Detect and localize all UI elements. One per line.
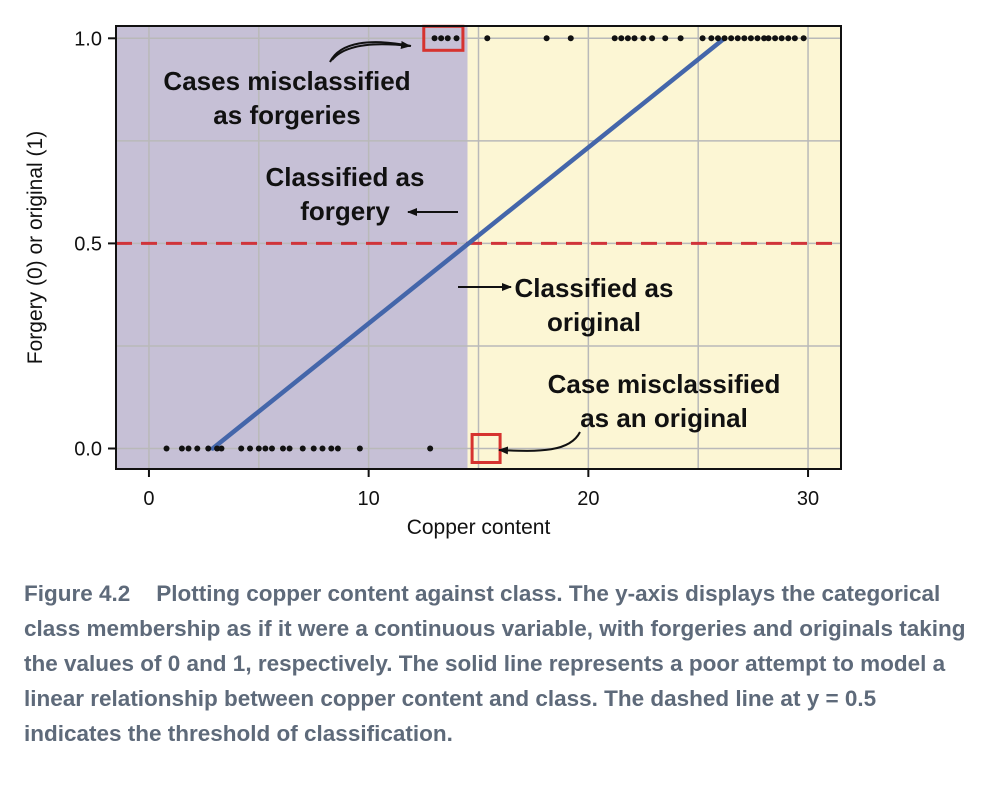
forgery-point [299, 445, 306, 452]
annotation-cases-misclassified-line2: as forgeries [213, 100, 360, 130]
annotation-cases-misclassified-line1: Cases misclassified [163, 66, 410, 96]
original-point [778, 35, 785, 42]
original-point [765, 35, 772, 42]
original-point [543, 35, 550, 42]
annotation-classified-original-line1: Classified as [515, 273, 674, 303]
original-point [772, 35, 779, 42]
original-point [714, 35, 721, 42]
annotation-classified-original-line2: original [547, 307, 641, 337]
classification-regions [116, 26, 841, 469]
region-1 [467, 26, 841, 469]
original-point [662, 35, 669, 42]
y-tick-label: 1.0 [74, 28, 102, 50]
fit-line-group [210, 36, 727, 451]
x-tick-label: 30 [797, 488, 819, 510]
original-point [484, 35, 491, 42]
forgery-point [310, 445, 317, 452]
annotation-case-misclassified-line2: as an original [580, 403, 748, 433]
plot-frame [115, 25, 842, 470]
original-point [800, 35, 807, 42]
plot-border [115, 25, 842, 470]
annotation-case-misclassified-line1: Case misclassified [548, 369, 781, 399]
x-tick-label: 10 [358, 488, 380, 510]
caption-text: Plotting copper content against class. T… [24, 581, 966, 746]
forgery-point [178, 445, 185, 452]
x-tick-label: 0 [143, 488, 154, 510]
arrow-cases-misclassified [331, 41, 411, 61]
original-point [453, 35, 460, 42]
grid-lines [116, 26, 841, 469]
original-point [728, 35, 735, 42]
forgery-point [218, 445, 225, 452]
original-point [785, 35, 792, 42]
original-point [677, 35, 684, 42]
original-point [721, 35, 728, 42]
forgery-point [214, 445, 221, 452]
original-point [640, 35, 647, 42]
forgery-point [319, 445, 326, 452]
forgery-point [205, 445, 212, 452]
forgery-point [247, 445, 254, 452]
annotation-classified-forgery-line1: Classified as [266, 162, 425, 192]
original-point [699, 35, 706, 42]
y-tick-label: 0.0 [74, 438, 102, 460]
forgery-point [356, 445, 363, 452]
original-point [444, 35, 451, 42]
annotation-classified-forgery-line2: forgery [300, 196, 390, 226]
original-point [618, 35, 625, 42]
original-point [741, 35, 748, 42]
axis-ticks: 0 10 20 30 0.0 0.5 1.0 [74, 28, 819, 510]
figure-caption: Figure 4.2 Plotting copper content agains… [24, 576, 974, 751]
forgery-point [286, 445, 293, 452]
forgery-point [238, 445, 245, 452]
region-0 [116, 26, 468, 469]
figure-label: Figure 4.2 [24, 581, 131, 606]
forgery-point [185, 445, 192, 452]
original-point [754, 35, 761, 42]
original-point [438, 35, 445, 42]
original-point [791, 35, 798, 42]
y-tick-label: 0.5 [74, 233, 102, 255]
original-point [611, 35, 618, 42]
forgery-point [268, 445, 275, 452]
scatter-chart: 0 10 20 30 0.0 0.5 1.0 Copper content Forgery … [24, 24, 842, 539]
y-axis-label: Forgery (0) or original (1) [24, 131, 47, 364]
original-point [761, 35, 768, 42]
fit-line [210, 36, 727, 451]
forgery-point [194, 445, 201, 452]
original-point [631, 35, 638, 42]
forgery-point [279, 445, 286, 452]
original-point [431, 35, 438, 42]
original-point [734, 35, 741, 42]
forgery-point [255, 445, 262, 452]
original-point [567, 35, 574, 42]
forgery-point [328, 445, 335, 452]
arrow-case-misclassified [498, 431, 581, 455]
forgery-point [334, 445, 341, 452]
x-tick-label: 20 [577, 488, 599, 510]
original-point [649, 35, 656, 42]
x-axis-label: Copper content [407, 516, 551, 539]
forgery-point [427, 445, 434, 452]
data-points [163, 35, 807, 452]
original-point [747, 35, 754, 42]
original-point [708, 35, 715, 42]
original-point [624, 35, 631, 42]
forgery-point [262, 445, 269, 452]
forgery-point [163, 445, 170, 452]
